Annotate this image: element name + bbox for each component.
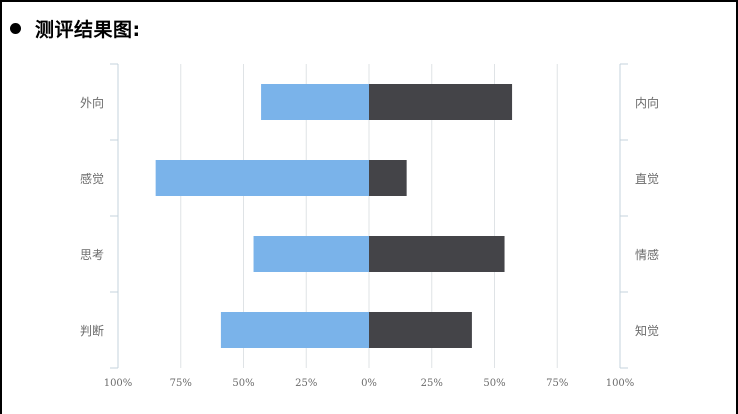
- category-label-left: 判断: [80, 323, 104, 338]
- bar-right: [369, 160, 407, 196]
- x-tick-label: 100%: [606, 378, 635, 389]
- category-label-left: 感觉: [80, 171, 104, 186]
- x-tick-label: 75%: [546, 378, 568, 389]
- category-label-right: 直觉: [635, 172, 659, 186]
- bar-right: [369, 236, 505, 272]
- x-tick-label: 50%: [232, 378, 254, 389]
- bar-left: [155, 160, 369, 196]
- x-tick-label: 0%: [361, 378, 377, 389]
- bar-left: [253, 236, 369, 272]
- category-label-right: 情感: [635, 247, 659, 262]
- x-tick-label: 25%: [295, 378, 317, 389]
- x-tick-label: 50%: [483, 378, 505, 389]
- category-label-left: 思考: [80, 248, 104, 262]
- x-tick-label: 75%: [170, 378, 192, 389]
- category-label-right: 内向: [635, 95, 659, 110]
- bar-left: [220, 312, 369, 348]
- x-tick-label: 100%: [104, 378, 133, 389]
- bar-right: [369, 312, 472, 348]
- bar-left: [261, 84, 369, 120]
- category-label-left: 外向: [80, 95, 104, 110]
- bullet-icon: [10, 22, 21, 34]
- bar-right: [369, 84, 513, 120]
- category-label-right: 知觉: [635, 324, 659, 338]
- section-heading: 测评结果图:: [10, 14, 141, 42]
- x-tick-label: 25%: [421, 378, 443, 389]
- heading-text: 测评结果图:: [35, 18, 141, 41]
